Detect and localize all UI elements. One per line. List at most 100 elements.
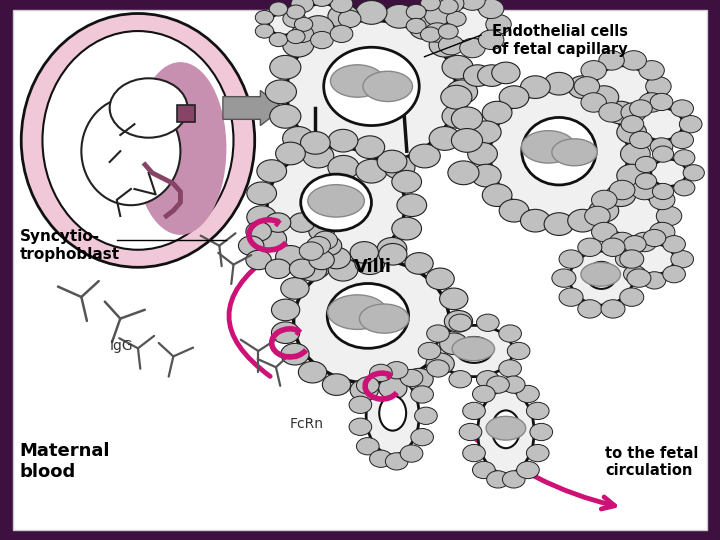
Circle shape (581, 93, 606, 112)
Ellipse shape (135, 62, 226, 235)
Circle shape (592, 190, 617, 210)
Ellipse shape (287, 20, 456, 163)
Bar (177, 105, 194, 122)
Circle shape (663, 266, 685, 283)
Circle shape (577, 300, 602, 318)
Circle shape (577, 238, 602, 256)
Circle shape (384, 156, 415, 179)
Circle shape (309, 250, 334, 269)
Circle shape (355, 252, 384, 274)
Circle shape (309, 222, 334, 241)
Circle shape (276, 142, 305, 165)
Circle shape (482, 102, 512, 124)
Circle shape (269, 2, 287, 16)
Circle shape (302, 16, 334, 39)
Circle shape (420, 27, 441, 42)
Ellipse shape (267, 147, 405, 263)
Circle shape (291, 0, 314, 12)
Circle shape (674, 180, 695, 196)
Circle shape (338, 10, 361, 28)
Circle shape (544, 213, 574, 235)
Ellipse shape (486, 416, 526, 440)
Circle shape (300, 242, 323, 260)
Circle shape (601, 300, 625, 318)
Circle shape (425, 23, 450, 42)
Circle shape (330, 0, 353, 12)
Ellipse shape (307, 185, 364, 217)
Ellipse shape (363, 71, 413, 102)
Circle shape (426, 353, 454, 375)
Circle shape (411, 386, 433, 403)
Circle shape (463, 402, 485, 420)
Circle shape (599, 103, 624, 122)
Circle shape (652, 146, 674, 162)
Circle shape (585, 206, 610, 226)
Circle shape (649, 222, 675, 242)
Circle shape (463, 444, 485, 462)
Circle shape (499, 199, 529, 222)
Circle shape (289, 213, 315, 232)
Circle shape (355, 136, 384, 159)
Circle shape (392, 217, 421, 240)
Circle shape (356, 377, 379, 394)
Circle shape (377, 238, 407, 260)
Circle shape (634, 244, 675, 274)
Circle shape (256, 24, 274, 38)
Circle shape (418, 342, 441, 360)
Circle shape (680, 116, 702, 133)
Circle shape (438, 0, 464, 13)
Text: Endothelial cells
of fetal capillary: Endothelial cells of fetal capillary (492, 24, 628, 57)
Circle shape (369, 450, 392, 467)
Circle shape (627, 269, 651, 287)
Circle shape (323, 374, 351, 395)
Ellipse shape (81, 97, 181, 205)
Circle shape (379, 377, 407, 399)
FancyArrow shape (223, 90, 283, 125)
Circle shape (650, 138, 673, 155)
Circle shape (397, 194, 427, 217)
Ellipse shape (324, 48, 419, 126)
Circle shape (671, 131, 693, 148)
Circle shape (601, 238, 625, 256)
Circle shape (606, 195, 660, 237)
Circle shape (624, 235, 646, 253)
Circle shape (477, 314, 499, 332)
Ellipse shape (452, 337, 495, 361)
Circle shape (657, 206, 682, 226)
Circle shape (427, 325, 449, 342)
Ellipse shape (552, 139, 597, 166)
Circle shape (294, 17, 312, 31)
Text: Villi: Villi (354, 258, 392, 276)
Circle shape (631, 232, 657, 252)
Circle shape (291, 25, 314, 43)
Circle shape (266, 80, 297, 104)
Circle shape (427, 360, 449, 377)
Circle shape (526, 402, 549, 420)
Circle shape (451, 107, 482, 131)
Circle shape (379, 244, 407, 265)
Circle shape (409, 16, 440, 39)
Circle shape (442, 104, 473, 128)
Circle shape (257, 160, 287, 183)
Circle shape (392, 171, 421, 193)
Ellipse shape (587, 262, 616, 289)
Circle shape (425, 6, 450, 26)
Circle shape (405, 368, 433, 390)
Circle shape (544, 72, 574, 95)
Circle shape (298, 361, 327, 383)
Circle shape (356, 159, 387, 183)
Circle shape (350, 380, 379, 401)
Circle shape (639, 60, 665, 80)
Circle shape (266, 213, 291, 232)
Circle shape (499, 360, 521, 377)
Circle shape (606, 184, 636, 206)
Circle shape (330, 25, 353, 43)
Circle shape (472, 164, 501, 187)
Circle shape (459, 38, 485, 58)
Circle shape (302, 144, 334, 168)
Circle shape (377, 150, 407, 173)
Circle shape (609, 180, 635, 200)
Circle shape (683, 165, 704, 181)
Circle shape (349, 396, 372, 414)
Circle shape (270, 104, 301, 128)
